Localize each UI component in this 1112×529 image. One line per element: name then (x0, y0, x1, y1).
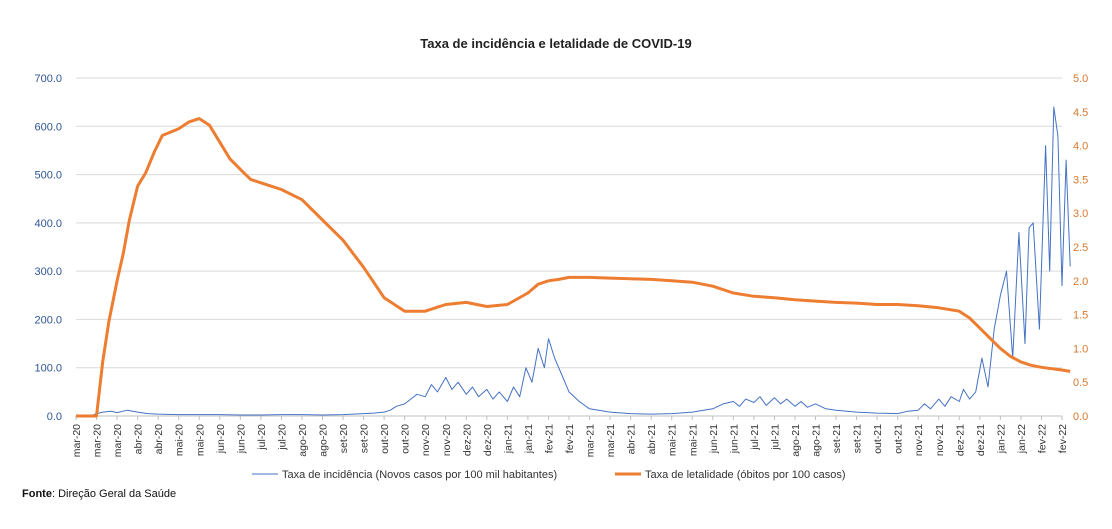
x-tick-label: set-20 (359, 424, 371, 453)
left-axis-tick-label: 500.0 (34, 170, 62, 182)
x-tick-label: jan-21 (502, 424, 514, 454)
x-tick-label: jun-21 (728, 424, 740, 454)
x-tick-label: ago-21 (811, 424, 823, 457)
x-tick-label: dez-20 (482, 424, 494, 456)
x-tick-label: mar-20 (112, 424, 124, 457)
x-tick-label: dez-21 (975, 424, 987, 456)
x-tick-label: set-21 (852, 424, 864, 453)
right-axis-tick-label: 2.5 (1073, 242, 1088, 254)
x-tick-label: fev-22 (1036, 424, 1048, 453)
x-tick-label: mai-20 (194, 424, 206, 456)
x-tick-label: jun-21 (708, 424, 720, 454)
x-tick-label: fev-22 (1057, 424, 1069, 453)
x-tick-label: jul-20 (276, 424, 288, 451)
x-tick-label: abr-21 (626, 424, 638, 455)
x-tick-label: abr-20 (153, 424, 165, 455)
x-tick-label: mar-20 (71, 424, 83, 457)
right-axis-tick-label: 2.0 (1073, 276, 1088, 288)
right-axis-tick-label: 5.0 (1073, 73, 1088, 85)
x-tick-label: nov-21 (934, 424, 946, 456)
x-tick-label: mar-21 (605, 424, 617, 457)
left-axis-tick-label: 600.0 (34, 121, 62, 133)
right-axis-tick-label: 3.5 (1073, 174, 1088, 186)
left-axis-tick-label: 700.0 (34, 73, 62, 85)
right-axis-tick-label: 1.0 (1073, 343, 1088, 355)
left-axis-tick-label: 400.0 (34, 218, 62, 230)
source-label: Fonte (22, 488, 52, 500)
series-layer (76, 106, 1071, 418)
incidence-series-line (76, 106, 1071, 417)
legend-label: Taxa de incidência (Novos casos por 100 … (282, 469, 557, 481)
x-tick-label: abr-20 (133, 424, 145, 455)
x-tick-label: dez-20 (461, 424, 473, 456)
x-tick-label: nov-21 (913, 424, 925, 456)
x-tick-label: mai-21 (687, 424, 699, 456)
x-tick-label: out-21 (872, 424, 884, 454)
x-tick-label: mar-21 (585, 424, 597, 457)
x-tick-label: nov-20 (420, 424, 432, 456)
x-tick-label: nov-20 (441, 424, 453, 456)
x-tick-label: set-20 (338, 424, 350, 453)
gridlines (76, 77, 1062, 417)
left-axis-tick-label: 100.0 (34, 363, 62, 375)
right-axis-tick-label: 0.5 (1073, 377, 1088, 389)
source-note: Fonte: Direção Geral da Saúde (22, 488, 176, 500)
x-tick-label: abr-21 (646, 424, 658, 455)
left-axis-tick-label: 300.0 (34, 266, 62, 278)
x-tick-label: jun-20 (215, 424, 227, 454)
x-tick-label: jul-21 (769, 424, 781, 451)
source-text: : Direção Geral da Saúde (51, 488, 177, 500)
x-tick-label: jan-22 (1016, 424, 1028, 454)
lethality-series-line (76, 117, 1071, 418)
right-axis-tick-label: 4.5 (1073, 107, 1088, 119)
legend-label: Taxa de letalidade (óbitos por 100 casos… (645, 469, 846, 481)
x-tick-label: jan-22 (995, 424, 1007, 454)
x-tick-label: mar-20 (92, 424, 104, 457)
x-tick-label: jun-20 (235, 424, 247, 454)
x-tick-label: mai-20 (174, 424, 186, 456)
x-tick-label: jul-20 (256, 424, 268, 451)
right-axis-tick-label: 1.5 (1073, 310, 1088, 322)
x-tick-label: fev-21 (543, 424, 555, 453)
x-tick-label: out-20 (379, 424, 391, 454)
chart-title: Taxa de incidência e letalidade de COVID… (420, 36, 691, 51)
x-tick-label: jul-21 (749, 424, 761, 451)
left-axis-tick-label: 0.0 (47, 411, 62, 423)
x-tick-label: fev-21 (564, 424, 576, 453)
x-tick-label: jan-21 (523, 424, 535, 454)
x-tick-label: out-21 (893, 424, 905, 454)
x-axis-ticks: mar-20 mar-20 mar-20 abr-20 abr-20 mai-20 mai-… (71, 416, 1069, 457)
legend: Taxa de incidência (Novos casos por 100 … (252, 469, 846, 481)
right-axis-tick-label: 3.0 (1073, 208, 1088, 220)
x-tick-label: ago-20 (297, 424, 309, 457)
x-tick-label: set-21 (831, 424, 843, 453)
right-axis-tick-label: 0.0 (1073, 411, 1088, 423)
right-axis-tick-label: 4.0 (1073, 141, 1088, 153)
right-axis-ticks: 0.0 0.5 1.0 1.5 2.0 2.5 3.0 3.5 4.0 4.5 5.0 (1073, 73, 1088, 423)
x-tick-label: out-20 (400, 424, 412, 454)
x-tick-label: mai-21 (667, 424, 679, 456)
left-axis-tick-label: 200.0 (34, 314, 62, 326)
x-tick-label: dez-21 (954, 424, 966, 456)
left-axis-ticks: 0.0 100.0 200.0 300.0 400.0 500.0 600.0 700.0 (34, 73, 62, 423)
x-tick-label: ago-21 (790, 424, 802, 457)
x-tick-label: ago-20 (318, 424, 330, 457)
